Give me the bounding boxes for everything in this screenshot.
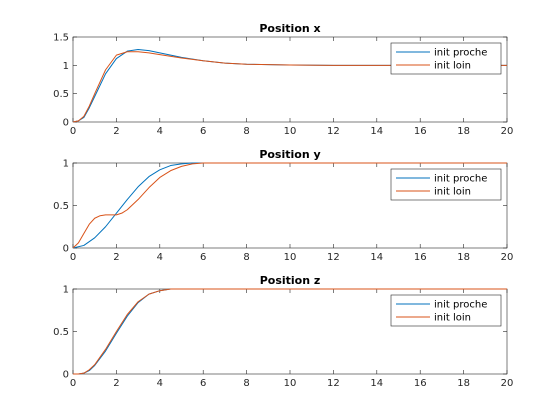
x-tick-label: 2 bbox=[113, 126, 119, 137]
y-tick-label: 0.5 bbox=[53, 201, 69, 212]
x-tick-label: 20 bbox=[501, 126, 514, 137]
x-tick-label: 2 bbox=[113, 378, 119, 389]
x-tick-label: 16 bbox=[414, 378, 427, 389]
x-tick-label: 8 bbox=[243, 126, 249, 137]
x-tick-label: 12 bbox=[327, 126, 340, 137]
x-tick-label: 18 bbox=[457, 378, 470, 389]
x-tick-label: 10 bbox=[284, 126, 297, 137]
y-tick-label: 0 bbox=[63, 118, 69, 129]
x-tick-label: 16 bbox=[414, 126, 427, 137]
x-tick-label: 12 bbox=[327, 252, 340, 263]
legend-label-2: init loin bbox=[434, 61, 471, 72]
legend-box bbox=[390, 42, 502, 75]
y-tick-label: 1 bbox=[63, 285, 69, 296]
legend-box bbox=[390, 294, 502, 327]
x-tick-label: 14 bbox=[370, 378, 383, 389]
chart-title: Position z bbox=[260, 274, 321, 287]
legend: init proche init loin bbox=[390, 168, 502, 201]
subplot-2: 0 2 4 6 8 10 12 14 16 18 20 0 0.5 1 Position y init pro… bbox=[53, 148, 513, 263]
x-tick-label: 10 bbox=[284, 252, 297, 263]
series-line-2 bbox=[72, 162, 507, 249]
x-tick-label: 8 bbox=[243, 378, 249, 389]
x-tick-label: 0 bbox=[70, 126, 76, 137]
x-tick-label: 14 bbox=[370, 126, 383, 137]
x-tick-label: 20 bbox=[501, 378, 514, 389]
x-tick-label: 12 bbox=[327, 378, 340, 389]
legend: init proche init loin bbox=[390, 294, 502, 327]
y-tick-label: 0.5 bbox=[53, 89, 69, 100]
legend-label-1: init proche bbox=[434, 174, 487, 185]
x-tick-label: 18 bbox=[457, 126, 470, 137]
y-tick-label: 1 bbox=[63, 159, 69, 170]
x-tick-label: 6 bbox=[200, 126, 206, 137]
legend: init proche init loin bbox=[390, 42, 502, 75]
legend-label-1: init proche bbox=[434, 48, 487, 59]
x-tick-label: 0 bbox=[70, 252, 76, 263]
legend-box bbox=[390, 168, 502, 201]
x-tick-label: 8 bbox=[243, 252, 249, 263]
subplot-1: 0 2 4 6 8 10 12 14 16 18 20 0 0.5 1 1.5 Position x init … bbox=[53, 22, 513, 137]
x-tick-label: 14 bbox=[370, 252, 383, 263]
x-tick-label: 4 bbox=[157, 126, 163, 137]
chart-title: Position x bbox=[259, 22, 320, 35]
x-tick-label: 2 bbox=[113, 252, 119, 263]
y-tick-label: 0 bbox=[63, 244, 69, 255]
y-tick-label: 1 bbox=[63, 61, 69, 72]
x-tick-label: 20 bbox=[501, 252, 514, 263]
x-tick-label: 4 bbox=[157, 378, 163, 389]
series-line-2 bbox=[72, 51, 507, 123]
legend-label-1: init proche bbox=[434, 300, 487, 311]
x-tick-label: 6 bbox=[200, 378, 206, 389]
legend-label-2: init loin bbox=[434, 187, 471, 198]
y-tick-label: 1.5 bbox=[53, 33, 69, 44]
y-tick-label: 0 bbox=[63, 370, 69, 381]
x-tick-label: 16 bbox=[414, 252, 427, 263]
x-tick-label: 6 bbox=[200, 252, 206, 263]
y-tick-label: 0.5 bbox=[53, 327, 69, 338]
chart-title: Position y bbox=[259, 148, 320, 161]
x-tick-label: 18 bbox=[457, 252, 470, 263]
x-tick-label: 10 bbox=[284, 378, 297, 389]
subplot-3: 0 2 4 6 8 10 12 14 16 18 20 0 0.5 1 Position z init pro… bbox=[53, 274, 513, 389]
legend-label-2: init loin bbox=[434, 313, 471, 324]
x-tick-label: 0 bbox=[70, 378, 76, 389]
series-line-2 bbox=[73, 288, 507, 375]
x-tick-label: 4 bbox=[157, 252, 163, 263]
